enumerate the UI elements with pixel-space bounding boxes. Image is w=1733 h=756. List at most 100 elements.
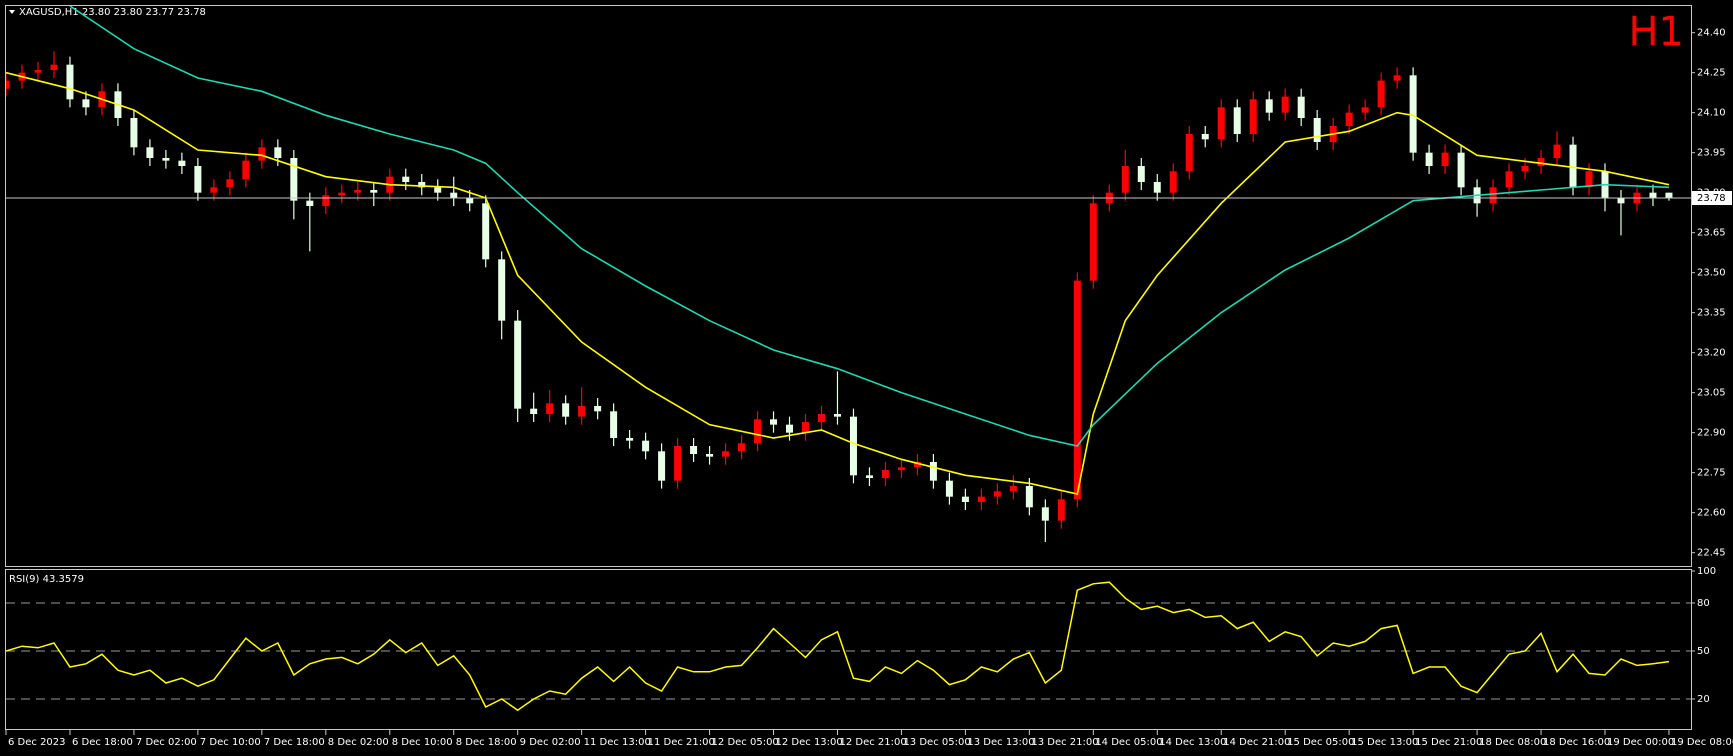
candle-body xyxy=(1185,134,1193,172)
candle-body xyxy=(1025,486,1033,508)
x-tick-label: 8 Dec 02:00 xyxy=(328,737,389,748)
x-tick-label: 15 Dec 21:00 xyxy=(1415,737,1482,748)
candle-body xyxy=(450,192,458,198)
x-tick-label: 13 Dec 21:00 xyxy=(1031,737,1098,748)
candle-body xyxy=(738,443,746,452)
candle-body xyxy=(322,195,330,206)
candle-body xyxy=(1041,507,1049,521)
timeframe-label: H1 xyxy=(1628,9,1684,55)
current-price-label: 23.78 xyxy=(1697,193,1726,204)
candle-body xyxy=(1281,96,1289,113)
candle-body xyxy=(418,182,426,188)
candle-body xyxy=(706,454,714,457)
candle-body xyxy=(1457,152,1465,188)
x-tick-label: 9 Dec 02:00 xyxy=(520,737,581,748)
x-tick-label: 13 Dec 05:00 xyxy=(903,737,970,748)
candle-body xyxy=(802,422,809,433)
candle-body xyxy=(1409,75,1417,153)
candle-body xyxy=(162,158,170,161)
candle-body xyxy=(498,259,506,321)
moving-average xyxy=(69,6,1669,447)
candle-body xyxy=(961,496,969,502)
candle-body xyxy=(897,467,905,470)
main-panel-frame xyxy=(5,5,1692,567)
candle-body xyxy=(1313,118,1321,142)
candle-body xyxy=(290,158,298,201)
candle-body xyxy=(1345,112,1353,126)
y-tick-label: 50 xyxy=(1697,646,1710,657)
candle-body xyxy=(482,203,490,260)
candle-body xyxy=(242,160,250,180)
candle-body xyxy=(354,190,362,193)
candle-body xyxy=(626,438,634,441)
candle-body xyxy=(530,408,538,414)
candle-body xyxy=(1537,158,1545,166)
x-tick-label: 12 Dec 05:00 xyxy=(712,737,779,748)
candle-body xyxy=(370,190,378,193)
candle-body xyxy=(786,424,794,433)
x-tick-label: 6 Dec 18:00 xyxy=(72,737,133,748)
candle-body xyxy=(1393,75,1401,81)
candle-body xyxy=(1201,134,1209,140)
x-tick-label: 12 Dec 13:00 xyxy=(776,737,843,748)
y-tick-label: 23.05 xyxy=(1697,388,1726,399)
candle-body xyxy=(66,64,74,100)
rsi-line xyxy=(6,581,1670,712)
candle-body xyxy=(434,187,442,193)
candle-body xyxy=(674,446,682,481)
y-tick-label: 20 xyxy=(1697,694,1710,705)
candle-body xyxy=(1585,171,1593,188)
candle-body xyxy=(146,147,154,158)
rsi-plot xyxy=(6,581,1691,712)
candle-body xyxy=(50,64,58,70)
price-plot xyxy=(6,6,1691,542)
x-tick-label: 14 Dec 13:00 xyxy=(1159,737,1226,748)
y-tick-label: 22.45 xyxy=(1697,548,1726,559)
y-tick-label: 22.75 xyxy=(1697,468,1726,479)
x-tick-label: 8 Dec 10:00 xyxy=(392,737,453,748)
x-tick-label: 19 Dec 00:00 xyxy=(1607,737,1674,748)
y-tick-label: 23.95 xyxy=(1697,148,1726,159)
candle-body xyxy=(1297,96,1305,118)
candle-body xyxy=(945,480,953,497)
candle-body xyxy=(1425,152,1433,166)
x-tick-label: 11 Dec 13:00 xyxy=(584,737,651,748)
candle-body xyxy=(34,70,42,73)
candle-body xyxy=(1121,166,1129,193)
candle-body xyxy=(514,320,522,409)
candle-body xyxy=(1361,107,1369,113)
x-tick-label: 8 Dec 18:00 xyxy=(456,737,517,748)
candle-body xyxy=(1217,107,1225,140)
candle-body xyxy=(130,118,138,148)
candle-body xyxy=(833,414,841,417)
candle-body xyxy=(1057,499,1065,521)
y-tick-label: 80 xyxy=(1697,598,1710,609)
x-tick-label: 18 Dec 16:00 xyxy=(1543,737,1610,748)
candle-body xyxy=(82,99,90,108)
candle-body xyxy=(1009,486,1017,492)
candle-body xyxy=(466,198,474,204)
y-tick-label: 23.65 xyxy=(1697,228,1726,239)
candle-body xyxy=(817,414,825,422)
rsi-title: RSI(9) 43.3579 xyxy=(9,574,84,585)
x-tick-label: 18 Dec 08:00 xyxy=(1479,737,1546,748)
candle-body xyxy=(993,491,1001,497)
candle-body xyxy=(274,147,282,158)
candle-body xyxy=(1089,203,1097,281)
x-tick-label: 14 Dec 05:00 xyxy=(1095,737,1162,748)
candle-body xyxy=(578,406,586,417)
candle-body xyxy=(1649,192,1657,198)
rsi-panel-frame xyxy=(5,569,1692,730)
candle-body xyxy=(1489,187,1497,204)
x-tick-label: 14 Dec 21:00 xyxy=(1223,737,1290,748)
candle-body xyxy=(1665,192,1673,198)
candle-body xyxy=(546,403,554,414)
chart-title: XAGUSD,H1 23.80 23.80 23.77 23.78 xyxy=(19,7,206,18)
candle-body xyxy=(1521,166,1529,172)
x-tick-label: 12 Dec 21:00 xyxy=(839,737,906,748)
candle-body xyxy=(722,451,730,457)
candle-body xyxy=(210,187,218,193)
candle-body xyxy=(338,192,346,196)
